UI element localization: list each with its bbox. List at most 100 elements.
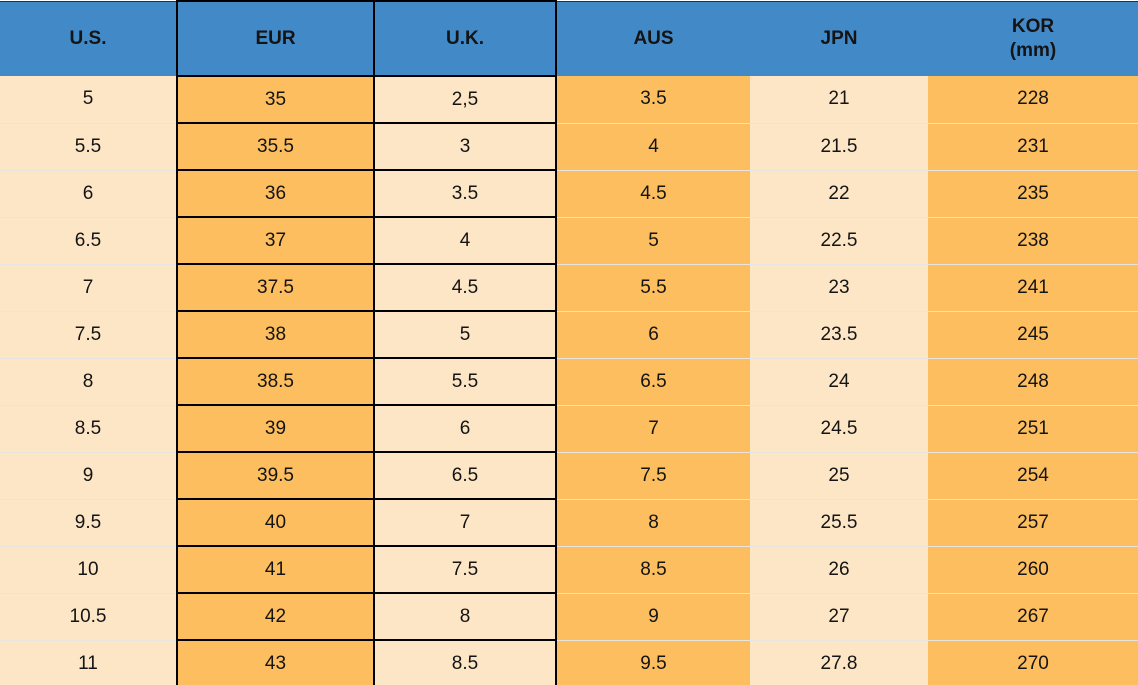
cell-kor-row5: 241 bbox=[928, 264, 1138, 312]
cell-us-row11: 10 bbox=[0, 546, 177, 594]
cell-uk-row1: 2,5 bbox=[373, 75, 557, 124]
cell-us-row6: 7.5 bbox=[0, 311, 177, 359]
cell-eur-row12: 42 bbox=[176, 592, 375, 641]
cell-eur-row7: 38.5 bbox=[176, 357, 375, 406]
table-header: U.S. EUR U.K. AUS JPN KOR (mm) bbox=[0, 0, 1138, 77]
cell-uk-row5: 4.5 bbox=[373, 263, 557, 312]
cell-jpn-row12: 27 bbox=[750, 593, 928, 641]
column-header-label: AUS bbox=[633, 27, 674, 49]
cell-eur-row2: 35.5 bbox=[176, 122, 375, 171]
column-header-sublabel: (mm) bbox=[1009, 39, 1057, 61]
cell-us-row1: 5 bbox=[0, 76, 177, 124]
cell-eur-row11: 41 bbox=[176, 545, 375, 594]
cell-aus-row3: 4.5 bbox=[556, 170, 750, 218]
cell-eur-row3: 36 bbox=[176, 169, 375, 218]
column-header-label: U.S. bbox=[69, 27, 107, 49]
cell-eur-row1: 35 bbox=[176, 75, 375, 124]
column-header-label: JPN bbox=[820, 27, 858, 49]
header-row: U.S. EUR U.K. AUS JPN KOR (mm) bbox=[0, 0, 1138, 77]
cell-eur-row4: 37 bbox=[176, 216, 375, 265]
table-row: 10.5 42 8 9 27 267 bbox=[0, 592, 1138, 641]
cell-us-row2: 5.5 bbox=[0, 123, 177, 171]
cell-kor-row2: 231 bbox=[928, 123, 1138, 171]
table-row: 9 39.5 6.5 7.5 25 254 bbox=[0, 451, 1138, 500]
cell-jpn-row9: 25 bbox=[750, 452, 928, 500]
cell-eur-row10: 40 bbox=[176, 498, 375, 547]
table-body: 5 35 2,5 3.5 21 228 5.5 35.5 3 4 21.5 231 6 36 3.5 4.5 2… bbox=[0, 75, 1138, 685]
cell-aus-row6: 6 bbox=[556, 311, 750, 359]
cell-us-row3: 6 bbox=[0, 170, 177, 218]
cell-jpn-row2: 21.5 bbox=[750, 123, 928, 171]
cell-eur-row6: 38 bbox=[176, 310, 375, 359]
cell-aus-row7: 6.5 bbox=[556, 358, 750, 406]
table-row: 6 36 3.5 4.5 22 235 bbox=[0, 169, 1138, 218]
cell-kor-row6: 245 bbox=[928, 311, 1138, 359]
table-row: 5.5 35.5 3 4 21.5 231 bbox=[0, 122, 1138, 171]
cell-aus-row4: 5 bbox=[556, 217, 750, 265]
cell-jpn-row1: 21 bbox=[750, 76, 928, 124]
cell-jpn-row5: 23 bbox=[750, 264, 928, 312]
cell-aus-row10: 8 bbox=[556, 499, 750, 547]
column-header-aus: AUS bbox=[556, 1, 750, 76]
cell-jpn-row4: 22.5 bbox=[750, 217, 928, 265]
cell-uk-row4: 4 bbox=[373, 216, 557, 265]
cell-aus-row8: 7 bbox=[556, 405, 750, 453]
cell-uk-row12: 8 bbox=[373, 592, 557, 641]
cell-eur-row9: 39.5 bbox=[176, 451, 375, 500]
cell-aus-row11: 8.5 bbox=[556, 546, 750, 594]
cell-kor-row10: 257 bbox=[928, 499, 1138, 547]
cell-kor-row9: 254 bbox=[928, 452, 1138, 500]
cell-uk-row2: 3 bbox=[373, 122, 557, 171]
cell-jpn-row11: 26 bbox=[750, 546, 928, 594]
cell-kor-row4: 238 bbox=[928, 217, 1138, 265]
column-header-eur: EUR bbox=[176, 0, 375, 77]
cell-jpn-row8: 24.5 bbox=[750, 405, 928, 453]
column-header-kor: KOR (mm) bbox=[928, 1, 1138, 76]
cell-uk-row6: 5 bbox=[373, 310, 557, 359]
table-row: 8.5 39 6 7 24.5 251 bbox=[0, 404, 1138, 453]
cell-kor-row3: 235 bbox=[928, 170, 1138, 218]
table-row: 10 41 7.5 8.5 26 260 bbox=[0, 545, 1138, 594]
table-row: 11 43 8.5 9.5 27.8 270 bbox=[0, 639, 1138, 685]
cell-kor-row7: 248 bbox=[928, 358, 1138, 406]
column-header-label: KOR bbox=[1011, 15, 1055, 37]
cell-jpn-row10: 25.5 bbox=[750, 499, 928, 547]
cell-uk-row11: 7.5 bbox=[373, 545, 557, 594]
column-header-jpn: JPN bbox=[750, 1, 928, 76]
cell-us-row9: 9 bbox=[0, 452, 177, 500]
column-header-uk: U.K. bbox=[373, 0, 557, 77]
cell-kor-row12: 267 bbox=[928, 593, 1138, 641]
cell-aus-row9: 7.5 bbox=[556, 452, 750, 500]
table-row: 8 38.5 5.5 6.5 24 248 bbox=[0, 357, 1138, 406]
cell-us-row5: 7 bbox=[0, 264, 177, 312]
cell-us-row10: 9.5 bbox=[0, 499, 177, 547]
table-row: 7.5 38 5 6 23.5 245 bbox=[0, 310, 1138, 359]
cell-uk-row8: 6 bbox=[373, 404, 557, 453]
cell-kor-row8: 251 bbox=[928, 405, 1138, 453]
cell-eur-row8: 39 bbox=[176, 404, 375, 453]
cell-aus-row1: 3.5 bbox=[556, 76, 750, 124]
cell-uk-row13: 8.5 bbox=[373, 639, 557, 685]
cell-aus-row2: 4 bbox=[556, 123, 750, 171]
table-row: 5 35 2,5 3.5 21 228 bbox=[0, 75, 1138, 124]
cell-kor-row1: 228 bbox=[928, 76, 1138, 124]
cell-jpn-row7: 24 bbox=[750, 358, 928, 406]
cell-aus-row12: 9 bbox=[556, 593, 750, 641]
cell-aus-row13: 9.5 bbox=[556, 640, 750, 685]
cell-jpn-row13: 27.8 bbox=[750, 640, 928, 685]
cell-uk-row7: 5.5 bbox=[373, 357, 557, 406]
cell-kor-row11: 260 bbox=[928, 546, 1138, 594]
table-row: 6.5 37 4 5 22.5 238 bbox=[0, 216, 1138, 265]
cell-us-row13: 11 bbox=[0, 640, 177, 685]
column-header-us: U.S. bbox=[0, 1, 177, 76]
cell-jpn-row6: 23.5 bbox=[750, 311, 928, 359]
table-row: 7 37.5 4.5 5.5 23 241 bbox=[0, 263, 1138, 312]
table-row: 9.5 40 7 8 25.5 257 bbox=[0, 498, 1138, 547]
column-header-label: U.K. bbox=[446, 27, 484, 49]
cell-kor-row13: 270 bbox=[928, 640, 1138, 685]
cell-aus-row5: 5.5 bbox=[556, 264, 750, 312]
cell-eur-row13: 43 bbox=[176, 639, 375, 685]
cell-us-row7: 8 bbox=[0, 358, 177, 406]
cell-us-row4: 6.5 bbox=[0, 217, 177, 265]
